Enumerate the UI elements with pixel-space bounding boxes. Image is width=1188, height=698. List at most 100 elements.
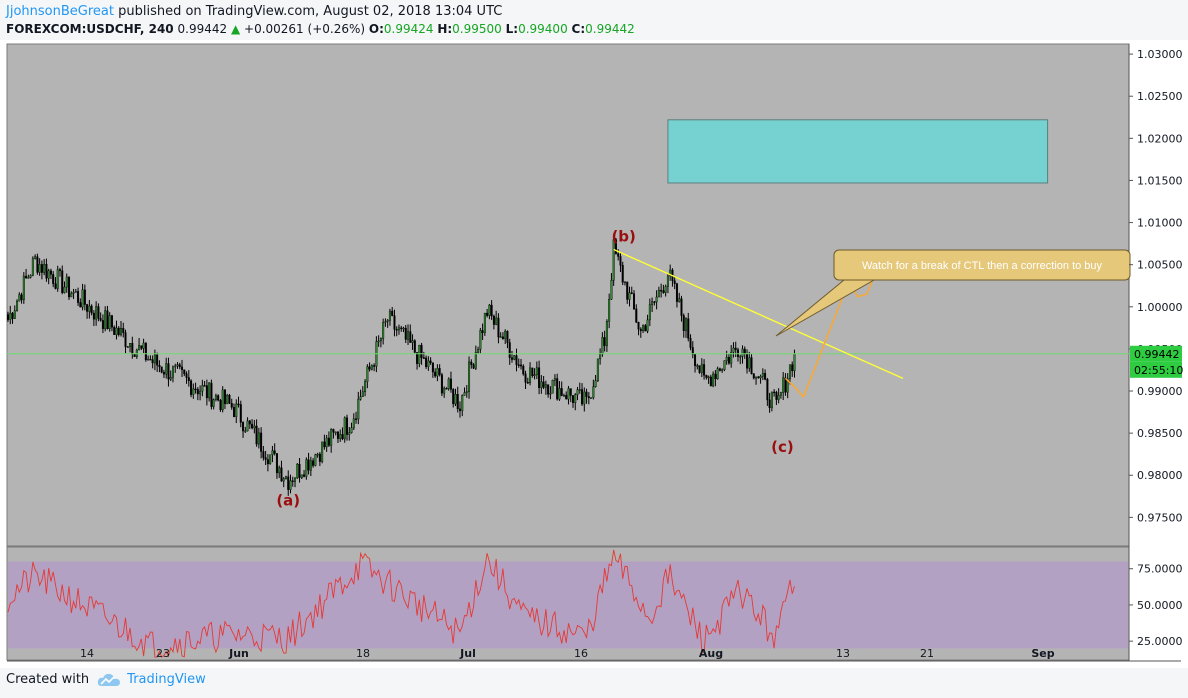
candle-body (97, 306, 100, 319)
candle-body (673, 280, 676, 284)
candle-body (373, 365, 376, 367)
author-link[interactable]: JjohnsonBeGreat (6, 4, 114, 19)
candle-body (510, 357, 513, 360)
candle-body (544, 384, 547, 388)
candle-body (739, 356, 742, 358)
candle-body (549, 392, 552, 395)
candle-body (490, 304, 493, 317)
candle-body (336, 431, 339, 439)
price-tick-label: 0.99000 (1137, 385, 1183, 398)
candle-body (608, 299, 611, 322)
candle-body (160, 366, 163, 373)
candle-body (101, 320, 104, 329)
close-value: 0.99442 (585, 22, 635, 36)
candle-body (185, 373, 188, 378)
candle-body (158, 365, 161, 368)
candle-body (456, 394, 459, 410)
candle-body (583, 391, 586, 405)
candle-body (273, 450, 276, 454)
candle-body (330, 429, 333, 446)
candle-body (427, 360, 430, 367)
candle-body (639, 328, 642, 331)
candle-body (678, 298, 681, 302)
candle-body (526, 382, 529, 384)
candle-body (58, 269, 61, 271)
candle-body (83, 289, 86, 305)
candle-body (664, 286, 667, 293)
candle-body (685, 318, 688, 331)
candle-body (404, 327, 407, 340)
candle-body (574, 394, 577, 404)
candle-body (716, 368, 719, 380)
candle-body (248, 420, 251, 425)
candle-body (492, 315, 495, 325)
candle-body (700, 364, 703, 373)
candle-body (397, 327, 400, 331)
candle-body (612, 239, 615, 281)
candle-body (425, 357, 428, 367)
candle-body (768, 399, 771, 408)
countdown-badge-value: 02:55:10 (1134, 364, 1183, 377)
candle-body (468, 361, 471, 392)
candle-body (422, 357, 425, 359)
time-tick-label: 21 (920, 647, 934, 660)
candle-body (621, 265, 624, 283)
candle-body (348, 432, 351, 435)
candle-body (11, 312, 14, 319)
candle-body (357, 398, 360, 420)
high-label: H: (437, 22, 453, 36)
candle-body (77, 291, 80, 303)
candle-body (300, 474, 303, 478)
candle-body (52, 274, 55, 284)
candle-body (438, 368, 441, 375)
candle-body (74, 291, 77, 293)
candle-body (508, 342, 511, 358)
candle-body (596, 358, 599, 381)
candle-body (269, 454, 272, 465)
candle-body (472, 364, 475, 369)
candle-body (440, 374, 443, 394)
candle-body (540, 381, 543, 388)
published-text: published on TradingView.com, August 02,… (118, 4, 503, 19)
candle-body (201, 385, 204, 392)
candle-body (752, 373, 755, 379)
candle-body (712, 373, 715, 387)
target-zone-box[interactable] (667, 119, 1049, 184)
candle-body (314, 454, 317, 466)
candle-body (766, 379, 769, 401)
candle-body (260, 432, 263, 452)
price-pane[interactable] (6, 43, 1130, 547)
chart-canvas[interactable]: Watch for a break of CTL then a correcti… (0, 0, 1188, 668)
candle-body (79, 302, 82, 308)
candle-body (400, 327, 403, 330)
candle-body (551, 380, 554, 394)
candle-body (567, 388, 570, 400)
candle-body (463, 392, 466, 396)
candle-body (278, 467, 281, 474)
candle-body (560, 388, 563, 396)
candle-body (617, 253, 620, 257)
candle-body (725, 357, 728, 361)
candle-body (312, 460, 315, 466)
oscillator-line[interactable] (7, 549, 795, 658)
candle-body (497, 317, 500, 338)
candle-body (151, 359, 154, 364)
candle-body (321, 441, 324, 462)
trendline[interactable] (613, 248, 904, 380)
candle-body (750, 357, 753, 375)
candle-body (140, 345, 143, 349)
candle-body (287, 476, 290, 490)
candle-body (558, 388, 561, 400)
candle-body (504, 330, 507, 339)
candle-body (126, 346, 129, 348)
candle-body (203, 385, 206, 387)
candle-body (420, 344, 423, 358)
projection-path[interactable] (784, 249, 886, 399)
candle-body (474, 352, 477, 369)
tradingview-link[interactable]: TradingView (127, 672, 206, 687)
candle-body (445, 388, 448, 390)
candle-body (416, 352, 419, 364)
candle-body (230, 403, 233, 408)
candle-body (352, 418, 355, 429)
candle-body (520, 364, 523, 367)
